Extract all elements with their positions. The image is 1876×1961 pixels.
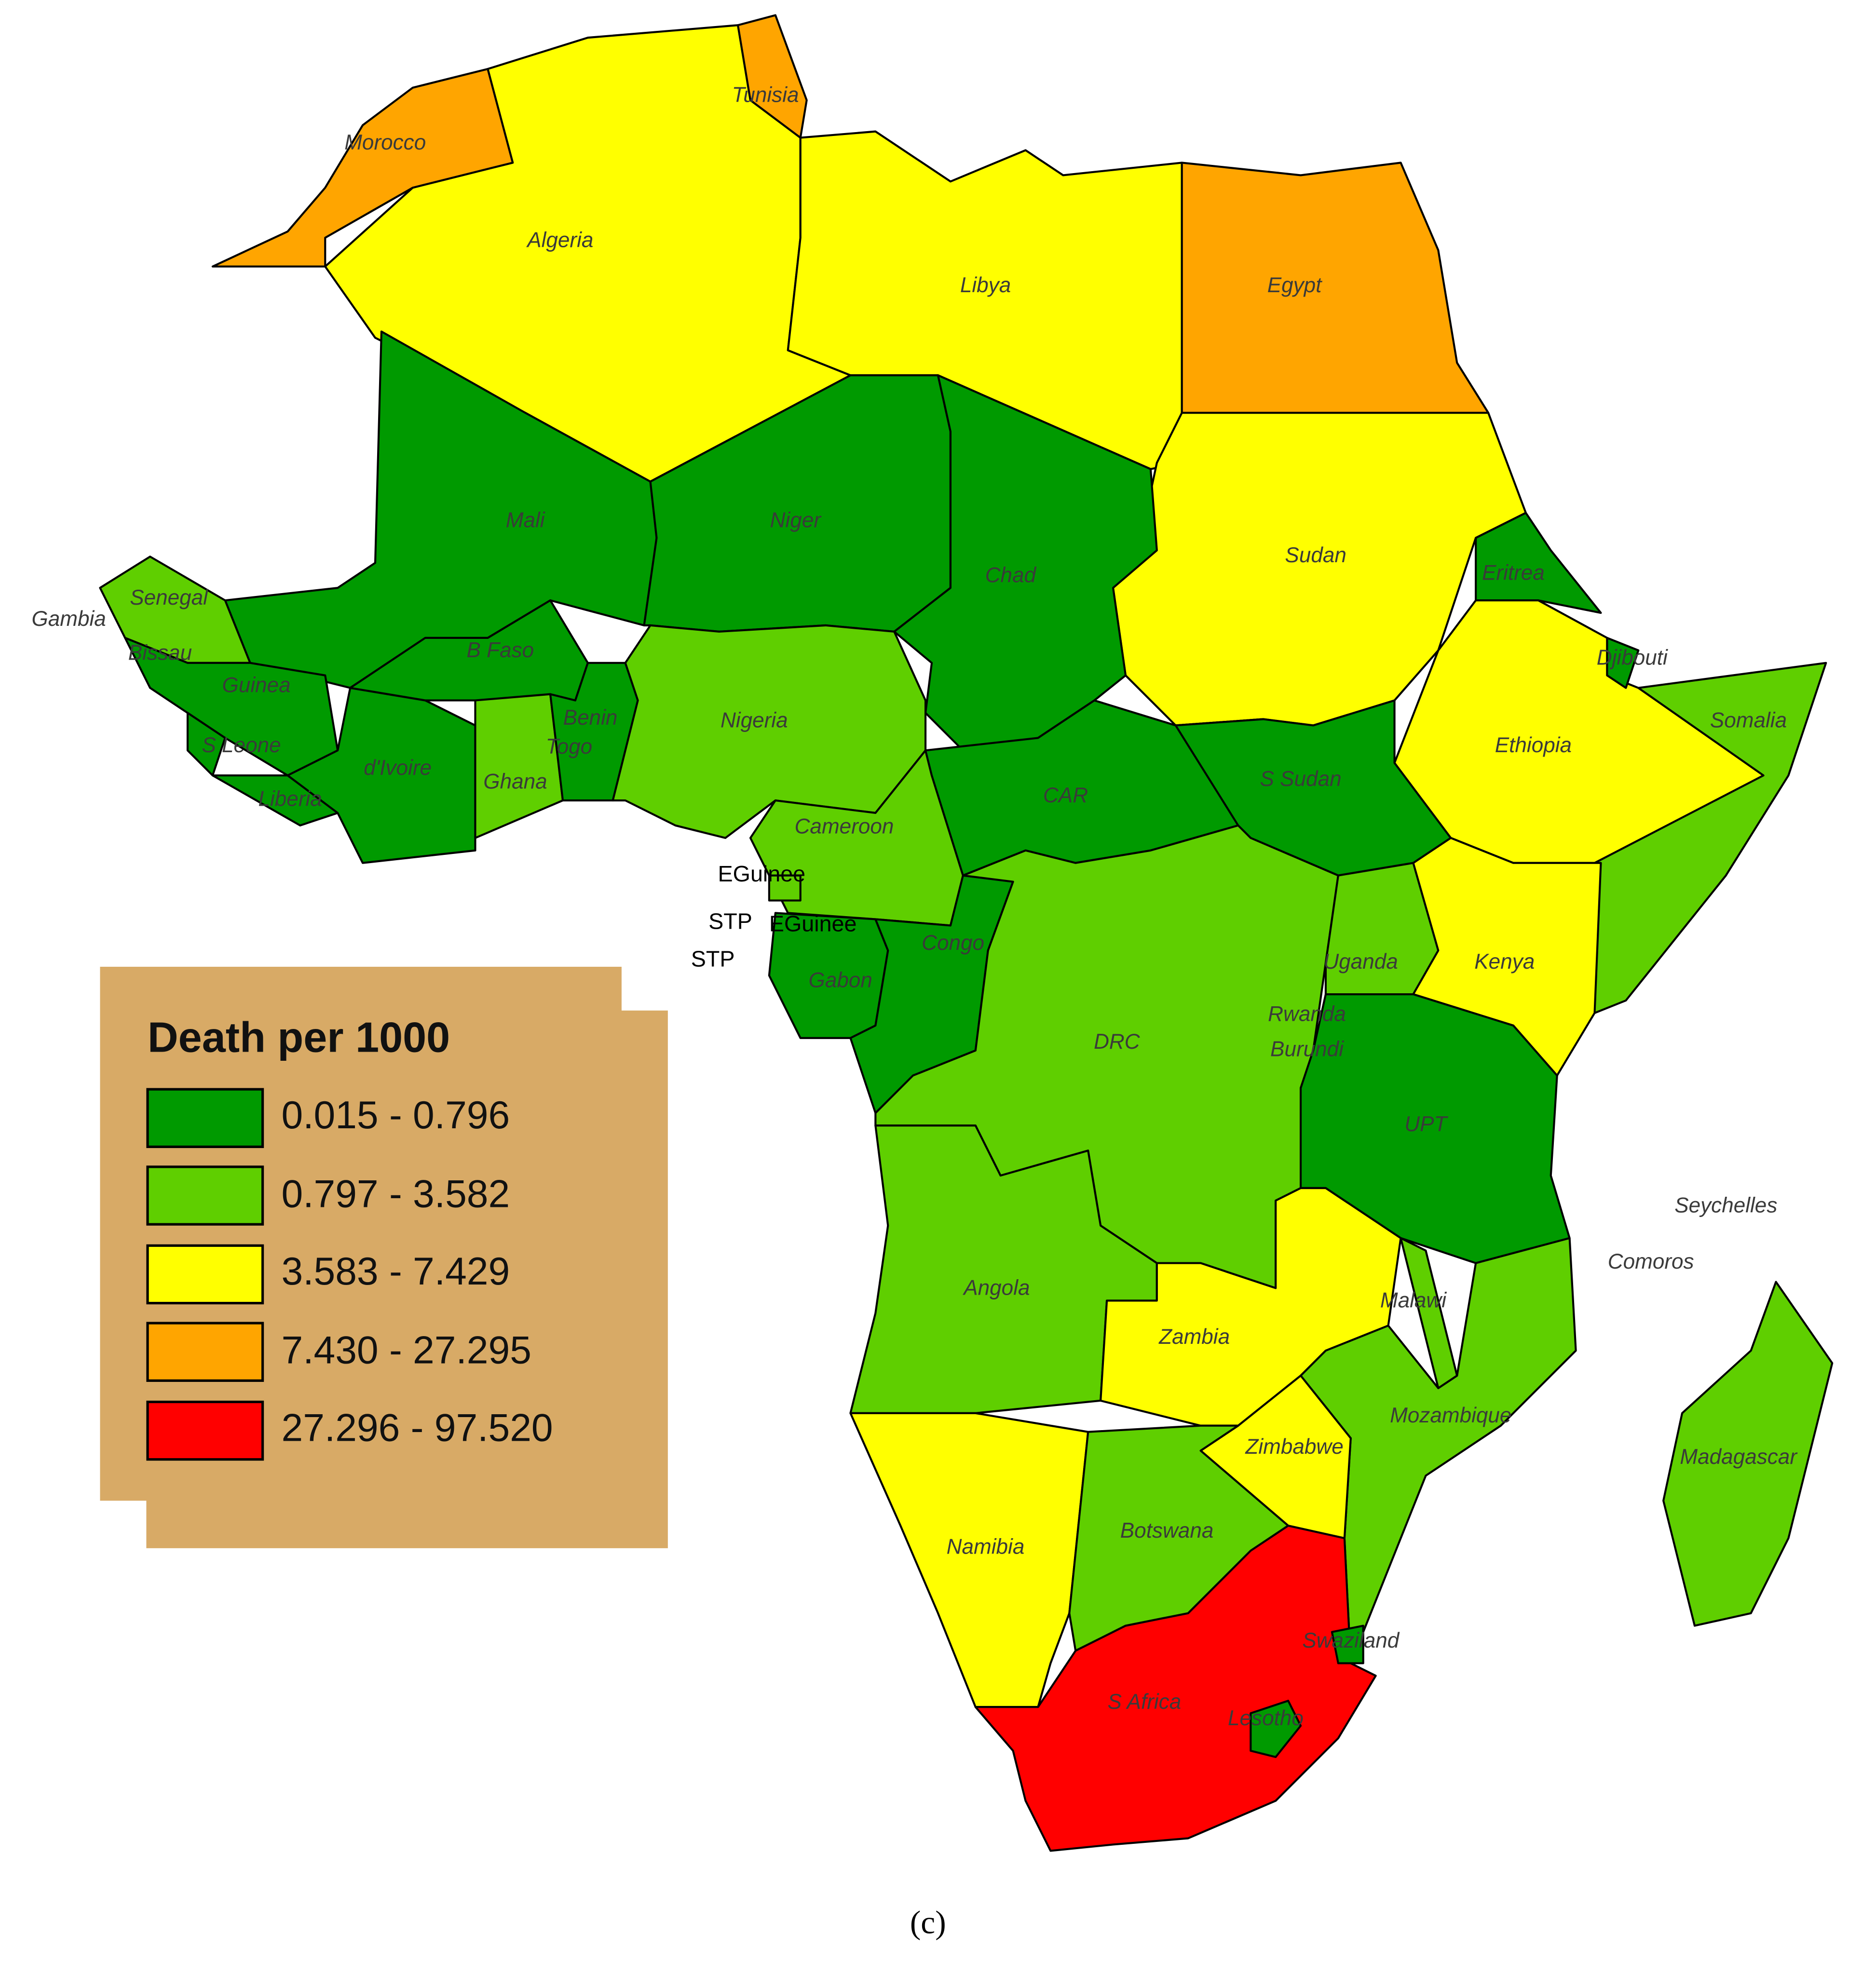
country-label: S Leone xyxy=(202,733,281,757)
country-label: Namibia xyxy=(947,1535,1025,1559)
country-label: Togo xyxy=(546,735,592,758)
country-label: DRC xyxy=(1094,1030,1141,1054)
country-label: Morocco xyxy=(344,131,426,154)
legend-swatch xyxy=(146,1322,264,1382)
legend-swatch xyxy=(146,1088,264,1149)
country-label: d'Ivoire xyxy=(364,756,432,780)
country-label: Angola xyxy=(962,1276,1030,1300)
country-label: S Africa xyxy=(1108,1690,1182,1714)
country-label: Tunisia xyxy=(732,83,799,107)
country-label: Malawi xyxy=(1380,1289,1447,1312)
country-label: Congo xyxy=(922,931,984,955)
country-label: Cameroon xyxy=(795,815,894,838)
country-label: Egypt xyxy=(1267,273,1322,297)
country-label: Libya xyxy=(960,273,1011,297)
legend-label: 0.015 - 0.796 xyxy=(282,1094,510,1137)
country-label: Niger xyxy=(770,508,822,532)
country-label: Zambia xyxy=(1158,1325,1230,1349)
country xyxy=(1250,1700,1302,1758)
legend-title: Death per 1000 xyxy=(148,1013,450,1061)
country-label: Liberia xyxy=(258,787,322,811)
country-label: Gambia xyxy=(31,607,106,631)
legend: Death per 1000 0.015 - 0.796 0.797 - 3.5… xyxy=(100,966,668,1548)
legend-label: 3.583 - 7.429 xyxy=(282,1250,510,1293)
country-label: Ethiopia xyxy=(1495,733,1572,757)
country-label: Ghana xyxy=(483,770,547,793)
country-label: B Faso xyxy=(467,638,534,662)
country xyxy=(974,1525,1377,1852)
country-label: Djibouti xyxy=(1597,646,1668,670)
country-label: Somalia xyxy=(1710,708,1787,732)
country-label: Mozambique xyxy=(1390,1404,1511,1427)
country xyxy=(849,1412,1089,1708)
country-label: Seychelles xyxy=(1674,1194,1777,1217)
country xyxy=(1331,1624,1364,1664)
country-label: Madagascar xyxy=(1680,1445,1798,1469)
country-label: STP xyxy=(708,909,752,934)
country-label: Mali xyxy=(506,508,545,532)
country-label: Nigeria xyxy=(720,708,788,732)
country-label: EGuinee xyxy=(769,911,857,936)
legend-swatch xyxy=(146,1165,264,1226)
country xyxy=(768,874,802,902)
country-label: Kenya xyxy=(1474,950,1535,974)
country-label: Algeria xyxy=(526,228,593,252)
country-label: Comoros xyxy=(1608,1250,1694,1273)
legend-swatch xyxy=(146,1244,264,1305)
country-label: Rwanda xyxy=(1268,1002,1346,1026)
country-label: Benin xyxy=(563,706,618,730)
country-label: Senegal xyxy=(130,586,208,609)
country-label: Chad xyxy=(985,563,1037,587)
country-label: Bissau xyxy=(128,641,192,664)
country-label: Lesotho xyxy=(1228,1706,1304,1730)
legend-label: 7.430 - 27.295 xyxy=(282,1329,531,1372)
country xyxy=(1400,1237,1458,1390)
country-label: Sudan xyxy=(1285,543,1346,567)
country-label: STP xyxy=(691,946,735,971)
country xyxy=(1606,636,1640,689)
country xyxy=(1181,162,1490,414)
country xyxy=(1412,837,1602,1077)
legend-swatch xyxy=(146,1400,264,1461)
country-label: S Sudan xyxy=(1260,767,1342,791)
country-label: Eritrea xyxy=(1482,561,1545,584)
country-label: EGuinee xyxy=(718,861,806,886)
country xyxy=(474,693,564,839)
legend-label: 0.797 - 3.582 xyxy=(282,1172,510,1216)
country-label: Botswana xyxy=(1120,1519,1214,1542)
country-label: Uganda xyxy=(1323,950,1398,974)
country-label: Zimbabwe xyxy=(1245,1435,1343,1459)
country xyxy=(1593,662,1827,1014)
country-label: Gabon xyxy=(809,969,872,992)
country-label: CAR xyxy=(1043,784,1088,807)
country-label: Guinea xyxy=(222,674,291,697)
country xyxy=(1662,1281,1834,1627)
country-label: UPT xyxy=(1404,1112,1448,1136)
country-label: Swaziland xyxy=(1302,1629,1400,1652)
caption: (c) xyxy=(910,1905,946,1941)
legend-label: 27.296 - 97.520 xyxy=(282,1406,553,1449)
country-label: Burundi xyxy=(1270,1037,1344,1061)
country-labels: Morocco Tunisia Algeria Libya Egypt Mali… xyxy=(31,83,1798,1730)
country xyxy=(736,14,808,139)
countries xyxy=(99,14,1834,1852)
